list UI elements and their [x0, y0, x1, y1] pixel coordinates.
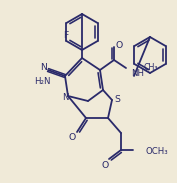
Text: N: N: [62, 94, 68, 102]
Text: CH₃: CH₃: [144, 63, 158, 72]
Text: NH: NH: [131, 70, 144, 79]
Text: O: O: [115, 40, 123, 49]
Text: F: F: [63, 31, 68, 40]
Text: S: S: [114, 94, 120, 104]
Text: O: O: [68, 132, 76, 141]
Text: N: N: [41, 63, 47, 72]
Text: O: O: [101, 160, 109, 169]
Text: OCH₃: OCH₃: [145, 147, 168, 156]
Text: H₂N: H₂N: [35, 76, 51, 85]
